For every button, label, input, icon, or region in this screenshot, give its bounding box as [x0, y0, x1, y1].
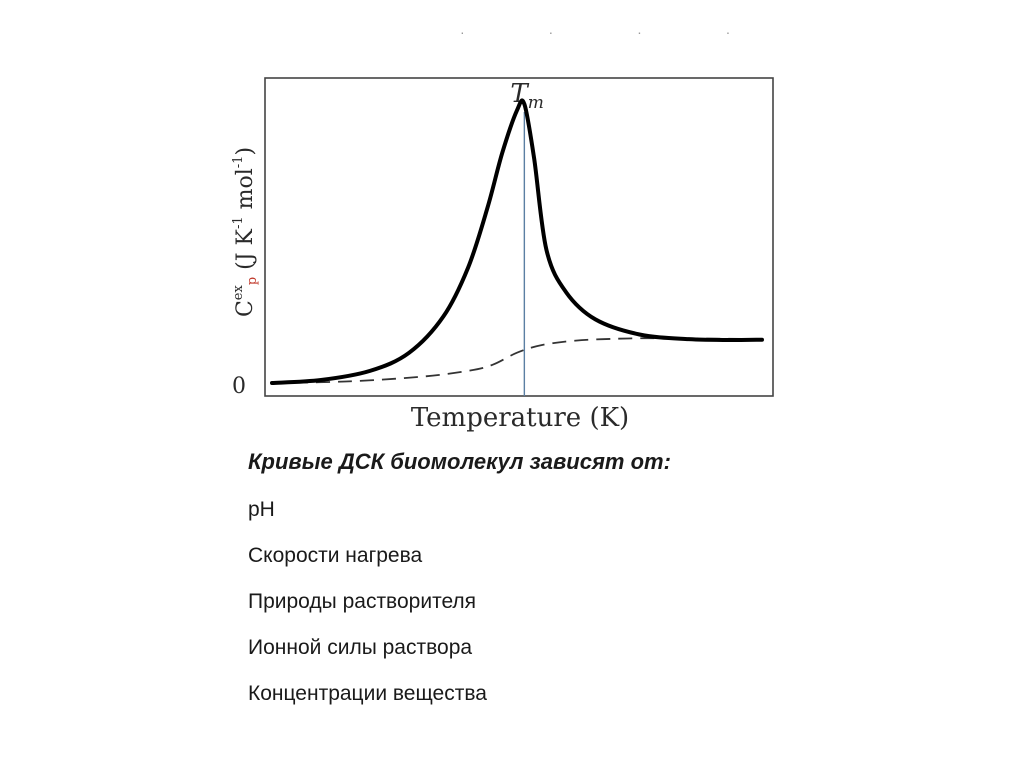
list-item: Природы растворителя	[248, 590, 477, 613]
dsc-chart: Tm 0 Temperature (K) Cexp (J K-1 mol-1)	[231, 77, 774, 433]
list-item: pH	[248, 498, 275, 521]
x-axis-label: Temperature (K)	[411, 403, 629, 433]
svg-text:Cexp (J K-1 mol-1): Cexp (J K-1 mol-1)	[231, 147, 260, 317]
top-artifact: · · · ·	[460, 24, 771, 40]
caption-title: Кривые ДСК биомолекул зависят от:	[248, 449, 671, 474]
heat-capacity-curve	[270, 98, 764, 385]
list-item: Концентрации вещества	[248, 682, 487, 705]
list-item: Ионной силы раствора	[248, 636, 473, 659]
caption: Кривые ДСК биомолекул зависят от: pH Ско…	[248, 448, 948, 726]
y-axis-label: Cexp (J K-1 mol-1)	[231, 147, 260, 317]
list-item: Скорости нагрева	[248, 544, 423, 567]
y-axis-symbol: C	[233, 300, 258, 317]
factor-list: pH Скорости нагрева Природы растворителя…	[248, 496, 948, 726]
plot-frame	[264, 77, 774, 397]
y-tick-zero: 0	[232, 374, 246, 399]
y-axis-subscript: p	[245, 277, 260, 285]
